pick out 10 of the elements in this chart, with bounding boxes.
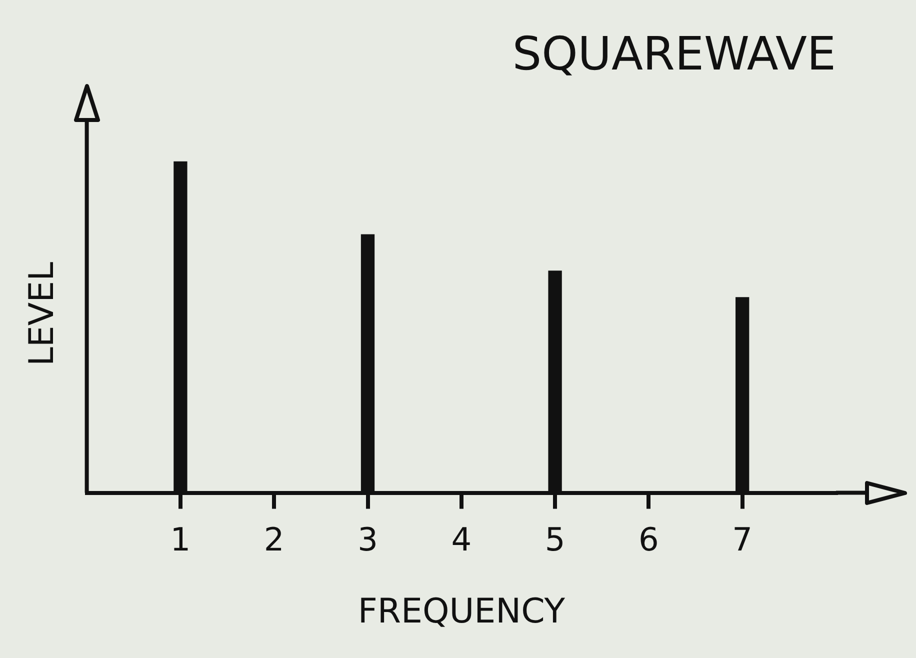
y-axis-title: LEVEL — [22, 262, 62, 366]
x-tick-label: 7 — [732, 520, 753, 558]
x-tick-label: 2 — [264, 520, 284, 558]
x-tick-label: 3 — [358, 520, 378, 558]
x-tick-label: 4 — [451, 520, 472, 558]
chart-title: SQUAREWAVE — [512, 26, 836, 81]
x-tick-label: 6 — [638, 520, 659, 558]
x-tick-label: 1 — [170, 520, 191, 558]
x-tick-label: 5 — [544, 520, 566, 558]
x-axis-title: FREQUENCY — [358, 591, 566, 632]
